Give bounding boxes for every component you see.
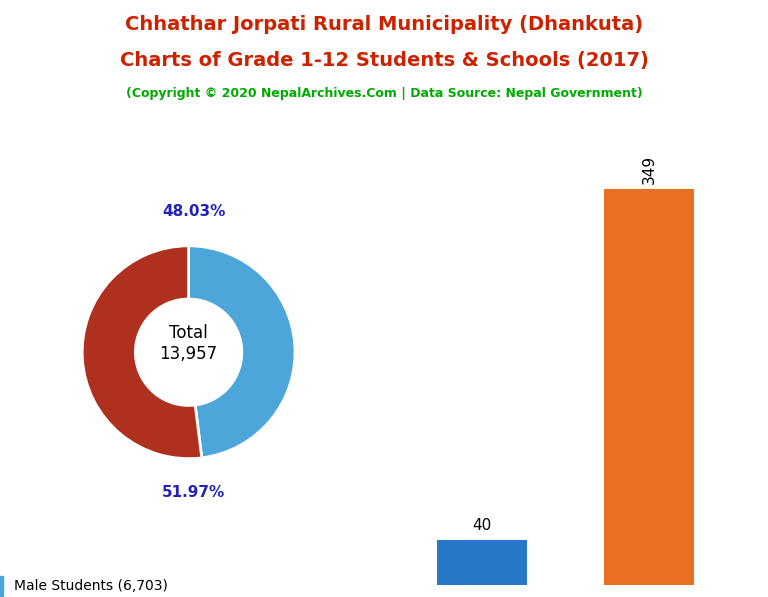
Bar [604,189,694,585]
Text: 51.97%: 51.97% [162,485,226,500]
Bar [438,540,527,585]
Wedge shape [82,246,202,458]
Text: (Copyright © 2020 NepalArchives.Com | Data Source: Nepal Government): (Copyright © 2020 NepalArchives.Com | Da… [126,87,642,100]
Text: 48.03%: 48.03% [162,204,226,219]
Text: Charts of Grade 1-12 Students & Schools (2017): Charts of Grade 1-12 Students & Schools … [120,51,648,70]
Legend: Male Students (6,703), Female Students (7,254): Male Students (6,703), Female Students (… [0,569,192,597]
Text: 349: 349 [641,155,657,184]
Text: Chhathar Jorpati Rural Municipality (Dhankuta): Chhathar Jorpati Rural Municipality (Dha… [125,15,643,34]
Wedge shape [189,246,295,458]
Text: 40: 40 [472,518,492,533]
Text: Total
13,957: Total 13,957 [160,324,217,363]
